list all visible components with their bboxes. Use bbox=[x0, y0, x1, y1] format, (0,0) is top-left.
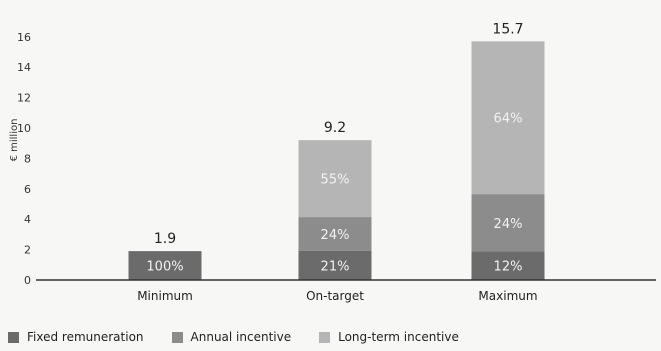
legend-swatch bbox=[171, 331, 183, 343]
y-tick-label: 14 bbox=[17, 61, 31, 74]
segment-label: 24% bbox=[321, 228, 350, 243]
bar-segment bbox=[471, 194, 545, 252]
segment-label: 100% bbox=[146, 260, 183, 275]
category-label: On-target bbox=[306, 289, 364, 303]
segment-label: 12% bbox=[494, 260, 523, 275]
y-tick-label: 2 bbox=[24, 244, 31, 257]
legend-label: Annual incentive bbox=[190, 330, 292, 344]
y-tick-label: 8 bbox=[24, 152, 31, 165]
y-tick-label: 10 bbox=[17, 122, 31, 135]
legend-label: Fixed remuneration bbox=[27, 330, 144, 344]
category-label: Maximum bbox=[478, 289, 537, 303]
total-label: 15.7 bbox=[492, 21, 523, 37]
y-axis-label: € million bbox=[9, 119, 20, 162]
segment-label: 21% bbox=[321, 259, 350, 274]
labels: 100% 1.9 Minimum 21% 24% 55% 9.2 On-target 12% 24… bbox=[137, 21, 537, 303]
y-tick-label: 4 bbox=[24, 213, 31, 226]
legend: Fixed remuneration Annual incentive Long-t… bbox=[8, 330, 459, 344]
legend-item: Fixed remuneration bbox=[8, 330, 144, 344]
y-tick-label: 6 bbox=[24, 183, 31, 196]
stacked-bar-chart: 0 2 4 6 8 10 12 14 16 100% 1.9 Minimum 21% 24% 55% 9.2… bbox=[9, 21, 656, 303]
bar-segment bbox=[298, 140, 372, 218]
legend-label: Long-term incentive bbox=[338, 330, 459, 344]
bars bbox=[128, 41, 545, 280]
bar-segment bbox=[471, 251, 545, 280]
y-tick-label: 12 bbox=[17, 92, 31, 105]
category-label: Minimum bbox=[137, 289, 193, 303]
legend-item: Long-term incentive bbox=[319, 330, 459, 344]
bar-segment bbox=[128, 251, 202, 280]
legend-swatch bbox=[8, 331, 19, 343]
segment-label: 55% bbox=[321, 173, 350, 188]
y-tick-label: 0 bbox=[24, 274, 31, 287]
segment-label: 24% bbox=[494, 217, 523, 232]
bar-segment bbox=[471, 41, 545, 195]
total-label: 1.9 bbox=[154, 231, 176, 247]
segment-label: 64% bbox=[494, 112, 523, 127]
legend-swatch bbox=[319, 331, 331, 343]
total-label: 9.2 bbox=[324, 120, 346, 136]
y-axis: 0 2 4 6 8 10 12 14 16 bbox=[17, 31, 31, 287]
bar-segment bbox=[298, 250, 372, 280]
bar-segment bbox=[298, 217, 372, 251]
legend-item: Annual incentive bbox=[171, 330, 292, 344]
y-tick-label: 16 bbox=[17, 31, 31, 44]
